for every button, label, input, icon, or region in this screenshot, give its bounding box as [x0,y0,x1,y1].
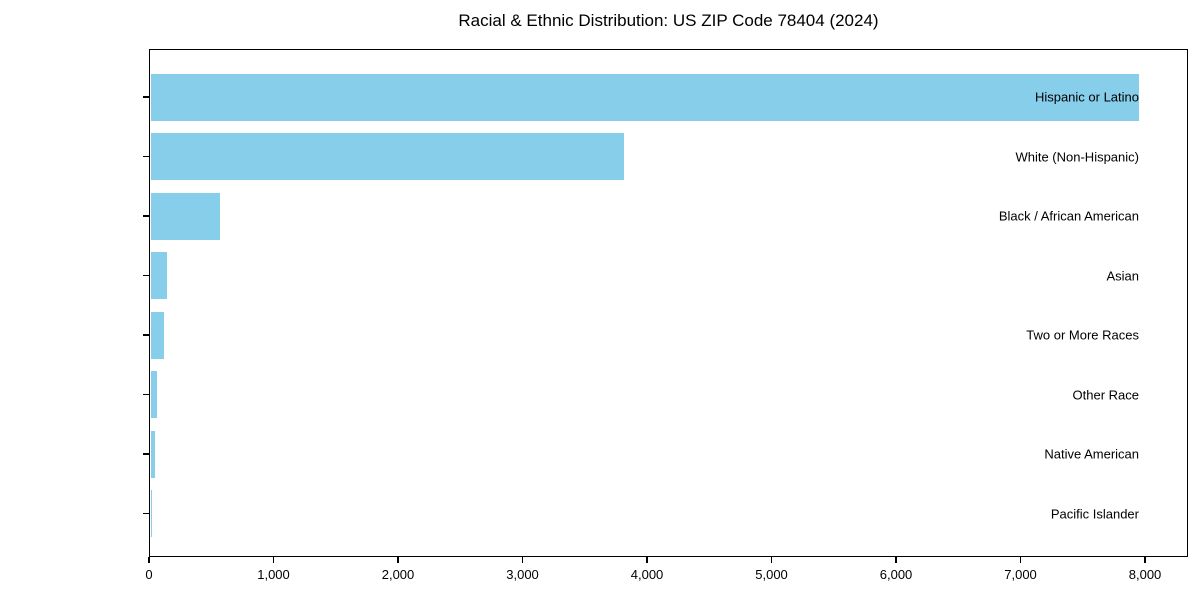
x-tick [1144,557,1146,563]
bar-black-african-american [150,192,221,240]
x-tick [1019,557,1022,563]
bar-white-non-hispanic [150,133,624,180]
chart-title: Racial & Ethnic Distribution: US ZIP Cod… [458,11,879,30]
y-tick [143,334,149,336]
bar-hispanic-or-latino [150,73,1140,121]
x-tick [895,557,897,563]
y-tick [143,512,149,515]
x-tick [770,557,773,563]
x-tick-label: 7,000 [1004,567,1037,582]
bar-native-american [150,430,156,478]
y-tick [143,215,149,217]
y-category-label: Hispanic or Latino [1034,89,1139,105]
y-category-label: Asian [1106,268,1139,283]
bar-two-or-more-races [150,311,165,359]
bar-pacific-islander [150,490,152,537]
x-tick [646,557,648,563]
x-tick-label: 2,000 [381,567,415,582]
x-tick-label: 3,000 [506,567,539,582]
bar-other-race [150,371,158,418]
y-tick [143,96,149,98]
y-category-label: Black / African American [998,208,1139,224]
y-category-label: Other Race [1072,387,1139,402]
y-tick [143,453,149,455]
x-tick-label: 0 [145,567,153,582]
y-tick [143,393,149,396]
x-tick-label: 1,000 [257,567,290,582]
x-tick-label: 6,000 [879,567,913,582]
y-category-label: Native American [1044,446,1139,462]
x-tick [272,557,275,563]
bar-asian [150,252,168,299]
y-tick [143,155,149,158]
x-tick-label: 8,000 [1128,567,1162,582]
y-tick [143,274,149,277]
x-tick [521,557,524,563]
plot-area [149,49,1188,557]
x-tick-label: 4,000 [630,567,664,582]
x-tick-label: 5,000 [755,567,788,582]
y-category-label: White (Non-Hispanic) [1015,149,1139,164]
y-category-label: Pacific Islander [1050,506,1139,521]
y-category-label: Two or More Races [1026,327,1139,343]
x-tick [397,557,399,563]
x-tick [148,557,150,563]
